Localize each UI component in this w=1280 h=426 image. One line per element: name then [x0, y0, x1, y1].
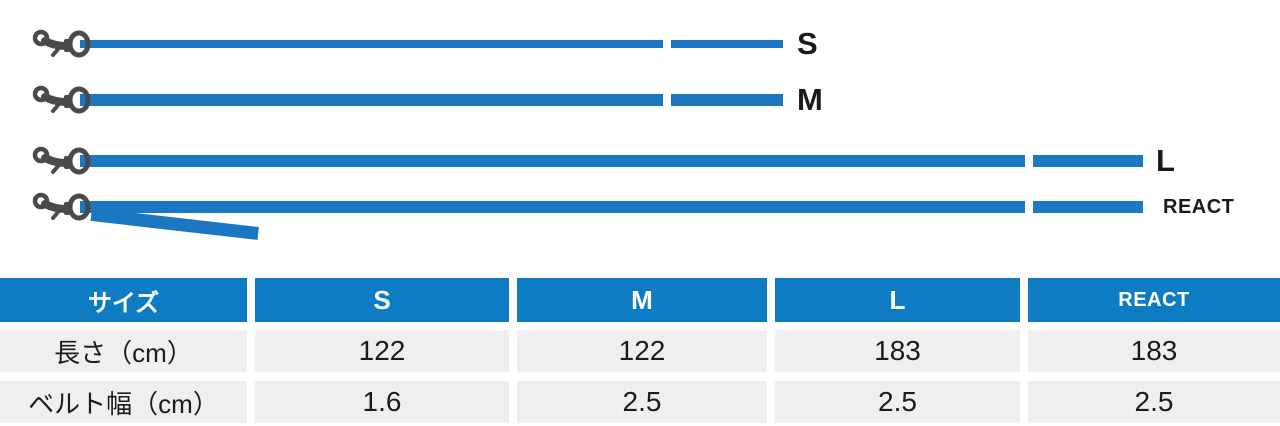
- leash-strap: [80, 40, 663, 48]
- cell-belt-width-m: 2.5: [517, 381, 767, 423]
- leash-strap-segment: [1033, 201, 1143, 213]
- cell-length-m: 122: [517, 330, 767, 372]
- header-cell-m: M: [517, 278, 767, 322]
- cell-belt-width-s: 1.6: [255, 381, 509, 423]
- header-cell-size: サイズ: [0, 278, 247, 322]
- leash-strap: [80, 94, 663, 106]
- size-table: サイズ S M L REACT 長さ（cm） 122 122 183 183 ベ…: [0, 278, 1280, 426]
- snap-hook-icon: [32, 146, 91, 175]
- table-row-length: 長さ（cm） 122 122 183 183: [0, 330, 1280, 372]
- cell-length-s: 122: [255, 330, 509, 372]
- leash-illustration: S M L: [32, 26, 1235, 240]
- leash-strap-segment: [671, 94, 783, 106]
- header-cell-l: L: [775, 278, 1020, 322]
- leash-strap: [80, 155, 1025, 167]
- table-row-belt-width: ベルト幅（cm） 1.6 2.5 2.5 2.5: [0, 381, 1280, 423]
- size-table-header-row: サイズ S M L REACT: [0, 278, 1280, 322]
- leash-size-label-l: L: [1156, 143, 1175, 178]
- leash-strap-segment: [1033, 155, 1143, 167]
- header-cell-react: REACT: [1028, 278, 1280, 322]
- row-label-length: 長さ（cm）: [0, 330, 247, 372]
- header-cell-s: S: [255, 278, 509, 322]
- leash-size-label-m: M: [797, 82, 823, 117]
- leash-strap-segment: [671, 40, 783, 48]
- row-label-belt-width: ベルト幅（cm）: [0, 381, 247, 423]
- leash-strap: [80, 201, 1025, 213]
- cell-belt-width-l: 2.5: [775, 381, 1020, 423]
- leash-size-label-s: S: [797, 26, 818, 61]
- cell-belt-width-react: 2.5: [1028, 381, 1280, 423]
- cell-length-l: 183: [775, 330, 1020, 372]
- leash-size-label-react: REACT: [1163, 195, 1235, 218]
- snap-hook-icon: [32, 192, 91, 221]
- snap-hook-icon: [32, 85, 91, 114]
- cell-length-react: 183: [1028, 330, 1280, 372]
- snap-hook-icon: [32, 29, 91, 58]
